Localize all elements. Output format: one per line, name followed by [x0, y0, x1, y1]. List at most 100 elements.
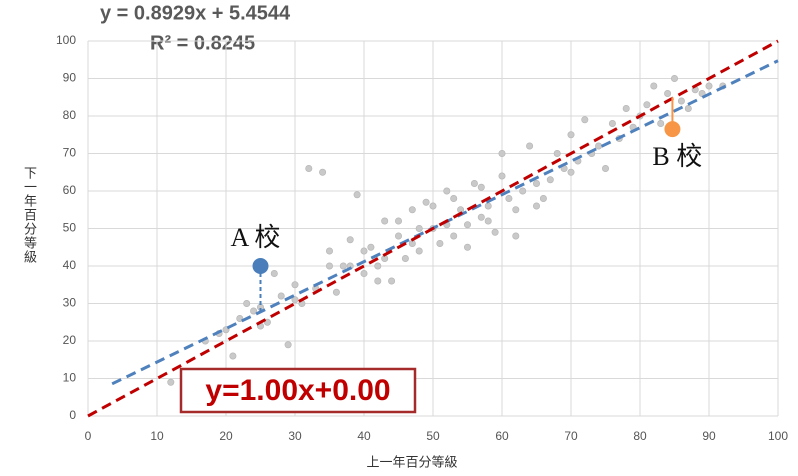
data-point	[305, 165, 313, 173]
data-point	[291, 296, 299, 304]
data-point	[243, 299, 251, 307]
data-point	[291, 281, 299, 289]
data-point	[484, 202, 492, 210]
y-tick-label: 50	[63, 221, 77, 235]
data-point	[512, 206, 520, 214]
data-point	[477, 183, 485, 191]
y-tick-label: 100	[56, 33, 76, 47]
data-point	[429, 202, 437, 210]
x-tick-label: 90	[702, 429, 716, 443]
data-point	[498, 150, 506, 158]
data-point	[374, 262, 382, 270]
x-tick-label: 70	[564, 429, 578, 443]
data-point	[443, 187, 451, 195]
data-point	[601, 165, 609, 173]
data-point	[388, 277, 396, 285]
y-tick-label: 20	[63, 333, 77, 347]
data-point	[353, 191, 361, 199]
data-point	[595, 142, 603, 150]
data-point	[539, 195, 547, 203]
data-point	[622, 105, 630, 113]
data-point	[325, 262, 333, 270]
identity-label: y=1.00x+0.00	[205, 374, 390, 407]
data-point	[415, 247, 423, 255]
y-tick-label: 70	[63, 146, 77, 160]
trend-equation: y = 0.8929x + 5.4544	[100, 2, 291, 24]
data-point	[650, 82, 658, 90]
data-point	[270, 269, 278, 277]
data-point	[643, 101, 651, 109]
identity-box	[179, 367, 417, 414]
r-squared: R² = 0.8245	[150, 32, 255, 54]
x-tick-label: 0	[85, 429, 92, 443]
data-point	[512, 232, 520, 240]
data-point	[526, 142, 534, 150]
annotation-label: A 校	[231, 223, 281, 252]
y-tick-label: 10	[63, 371, 77, 385]
trend-line	[87, 39, 779, 418]
data-point	[553, 150, 561, 158]
data-point	[394, 232, 402, 240]
data-point	[325, 247, 333, 255]
x-tick-label: 30	[288, 429, 302, 443]
x-tick-label: 40	[357, 429, 371, 443]
data-point	[567, 131, 575, 139]
data-point	[367, 243, 375, 251]
data-point	[532, 202, 540, 210]
data-point	[381, 217, 389, 225]
data-point	[519, 187, 527, 195]
data-point	[705, 82, 713, 90]
x-tick-label: 100	[768, 429, 788, 443]
data-point	[463, 221, 471, 229]
y-tick-label: 90	[63, 71, 77, 85]
data-point	[670, 75, 678, 83]
data-point	[360, 247, 368, 255]
data-point	[532, 180, 540, 188]
data-point	[401, 255, 409, 263]
data-point	[498, 172, 506, 180]
annotation-label: B 校	[652, 142, 702, 171]
data-point	[657, 120, 665, 128]
data-point	[229, 352, 237, 360]
data-point	[677, 97, 685, 105]
y-tick-label: 0	[69, 408, 76, 422]
data-point	[346, 236, 354, 244]
data-point	[684, 105, 692, 113]
y-tick-label: 40	[63, 258, 77, 272]
data-point	[408, 206, 416, 214]
y-axis-label: 下一年百分等級	[22, 166, 37, 264]
x-tick-label: 50	[426, 429, 440, 443]
data-point	[463, 243, 471, 251]
highlight-point	[252, 258, 269, 274]
data-point	[477, 213, 485, 221]
data-point	[581, 116, 589, 124]
highlight-point	[664, 121, 681, 138]
data-point	[277, 292, 285, 300]
data-point	[505, 195, 513, 203]
data-point	[436, 240, 444, 248]
data-point	[608, 120, 616, 128]
y-tick-label: 80	[63, 108, 77, 122]
x-tick-label: 80	[633, 429, 647, 443]
data-point	[450, 195, 458, 203]
data-point	[415, 225, 423, 233]
y-tick-label: 30	[63, 296, 77, 310]
y-tick-label: 60	[63, 183, 77, 197]
data-point	[284, 341, 292, 349]
data-point	[567, 168, 575, 176]
data-point	[394, 217, 402, 225]
data-point	[664, 90, 672, 98]
data-point	[422, 198, 430, 206]
data-point	[250, 307, 258, 315]
data-point	[491, 228, 499, 236]
x-tick-label: 10	[150, 429, 164, 443]
x-axis-label: 上一年百分等級	[366, 454, 457, 469]
data-point	[484, 217, 492, 225]
data-point	[546, 176, 554, 184]
data-point	[374, 277, 382, 285]
data-point	[332, 288, 340, 296]
data-point	[167, 378, 175, 386]
data-point	[319, 168, 327, 176]
